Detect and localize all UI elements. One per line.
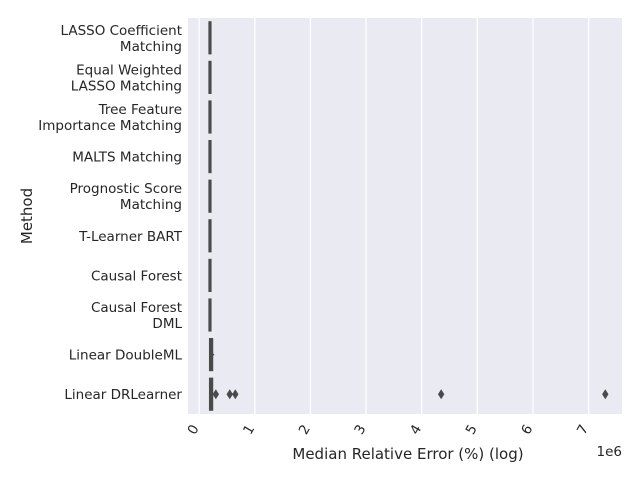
y-category-label: Prognostic Score [70, 181, 182, 197]
outlier-point [437, 389, 445, 400]
box-group [208, 60, 212, 94]
x-tick-label: 3 [351, 422, 369, 437]
y-category-label: T-Learner BART [78, 229, 183, 245]
box-group [208, 258, 212, 292]
x-tick-label: 0 [184, 422, 202, 437]
outlier-point [212, 389, 220, 400]
box-group [208, 219, 212, 253]
y-category-label: LASSO Coefficient [61, 23, 183, 39]
y-category-label: MALTS Matching [72, 150, 182, 166]
box-group [208, 100, 212, 134]
x-tick-label: 7 [574, 422, 592, 437]
y-category-label: DML [152, 316, 182, 332]
box-group [208, 21, 212, 55]
box-group [208, 338, 215, 372]
x-tick-label: 4 [407, 422, 425, 437]
outlier-point [602, 389, 609, 400]
box-group [208, 298, 212, 332]
outlier-point [226, 389, 233, 400]
x-tick-labels: 0 1 2 3 4 5 6 7 [184, 422, 592, 437]
x-tick-label: 6 [518, 422, 536, 437]
y-category-label: Linear DoubleML [69, 348, 183, 364]
y-category-label: Importance Matching [38, 118, 182, 134]
plot-background [188, 18, 622, 414]
outlier-point [232, 389, 239, 400]
y-axis-title: Method [18, 188, 36, 244]
x-tick-label: 2 [296, 422, 314, 437]
y-category-label: Causal Forest [91, 268, 182, 284]
x-tick-label: 5 [463, 422, 481, 437]
y-category-label: Equal Weighted [76, 62, 182, 78]
x-axis-offset-label: 1e6 [597, 444, 622, 460]
grid-lines [198, 18, 590, 414]
y-category-label: Matching [120, 39, 182, 55]
x-axis-title: Median Relative Error (%) (log) [292, 445, 523, 463]
box-group [208, 377, 609, 411]
y-category-label: Causal Forest [91, 300, 182, 316]
box-group [208, 179, 212, 213]
y-category-label: Linear DRLearner [64, 387, 182, 403]
y-category-label: Matching [120, 197, 182, 213]
box-group [208, 140, 212, 174]
boxes [208, 21, 609, 411]
x-tick-label: 1 [240, 422, 258, 437]
y-category-label: LASSO Matching [71, 78, 182, 94]
y-category-label: Tree Feature [98, 102, 182, 118]
